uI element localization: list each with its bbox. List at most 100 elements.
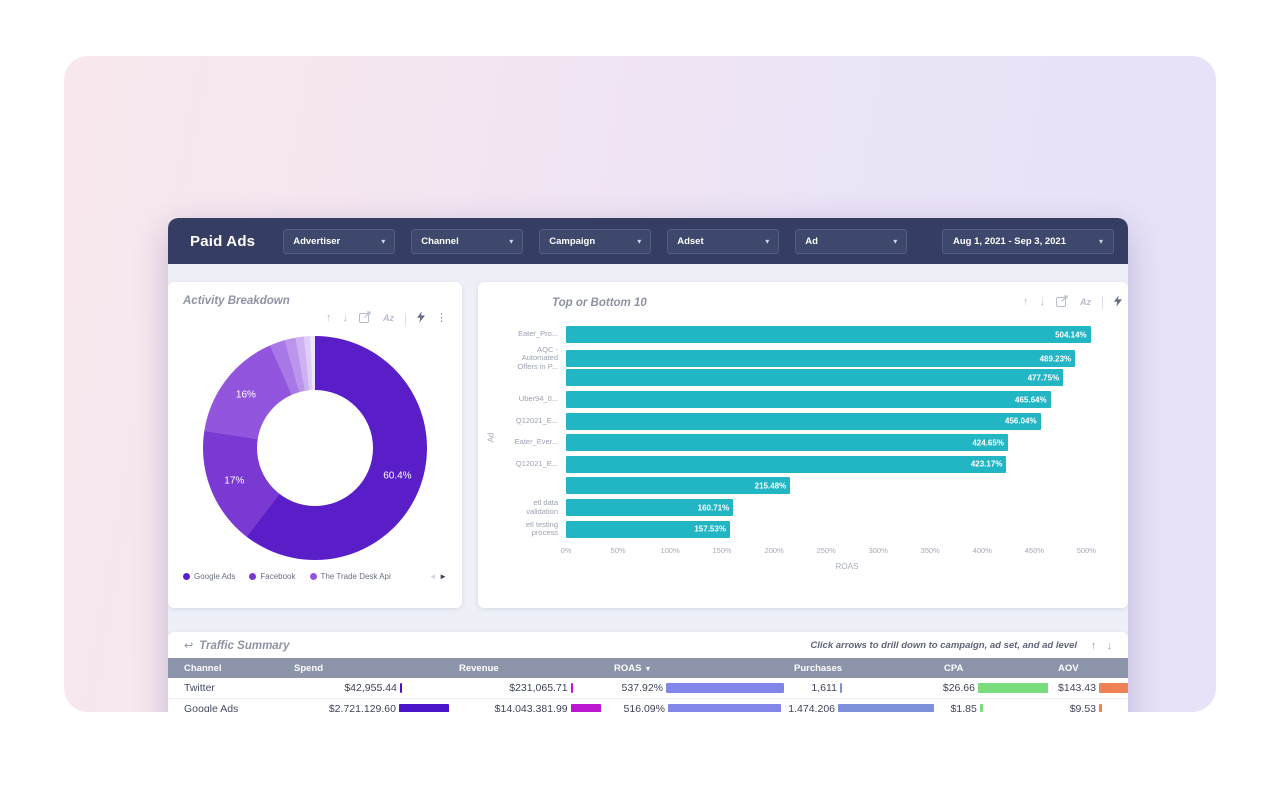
- x-axis-tick: 100%: [660, 545, 680, 555]
- arrow-down-icon[interactable]: ↓: [1039, 296, 1046, 308]
- filter-dropdown-channel[interactable]: Channel ▾: [411, 228, 524, 254]
- legend-dot: [309, 573, 317, 580]
- legend-dot: [249, 573, 257, 580]
- bar[interactable]: 456.04%: [566, 412, 1041, 430]
- bar-category-label: etl testing process: [525, 519, 558, 538]
- dashboard-header: Paid Ads Advertiser ▾ Channel ▾ Campaign ▾…: [168, 218, 1128, 264]
- cell-value: 1,474,206: [788, 703, 835, 712]
- bar[interactable]: 504.14%: [566, 326, 1091, 344]
- mini-bar-revenue: [570, 704, 602, 712]
- bar[interactable]: 424.65%: [566, 434, 1008, 452]
- x-axis-tick: 0%: [560, 545, 572, 555]
- bar-category-label: Eater_Pro...: [517, 329, 558, 339]
- bar-row: Uber94_0... 465.64%: [494, 389, 1128, 411]
- bar[interactable]: 157.53%: [566, 520, 730, 538]
- traffic-summary-card: ↩ Traffic Summary Click arrows to drill …: [168, 632, 1128, 712]
- filter-label: Ad: [805, 235, 818, 247]
- mini-bar-purchases: [839, 683, 842, 693]
- bar-track: 424.65%: [566, 434, 1128, 452]
- export-chart-icon[interactable]: [359, 311, 372, 326]
- bar-value-label: 160.71%: [697, 503, 730, 513]
- bar[interactable]: 423.17%: [566, 455, 1007, 473]
- chevron-down-icon: ▾: [1098, 236, 1103, 246]
- bar[interactable]: 215.48%: [566, 477, 791, 495]
- annotations-icon[interactable]: Az: [1080, 297, 1091, 307]
- filter-label: Channel: [421, 235, 459, 247]
- bar-chart-y-axis-label: Ad: [486, 432, 496, 443]
- bar-row: Eater_Ever... 424.65%: [494, 432, 1128, 454]
- column-header-aov[interactable]: AOV: [1058, 662, 1079, 674]
- donut-legend: Google Ads Facebook The Trade Desk Api ◄ …: [183, 572, 447, 581]
- filter-dropdown-campaign[interactable]: Campaign ▾: [539, 228, 652, 254]
- column-header-roas[interactable]: ROAS ▼: [614, 662, 652, 674]
- bar-track: 504.14%: [566, 326, 1128, 344]
- bar-category-label: Q12021_E...: [515, 459, 558, 469]
- legend-item-the-trade-desk-api[interactable]: The Trade Desk Api: [309, 572, 391, 581]
- mini-bar-roas: [667, 704, 782, 712]
- donut-slice-label: 16%: [235, 389, 256, 401]
- bar[interactable]: 489.23%: [566, 350, 1076, 368]
- x-axis-tick: 400%: [972, 545, 992, 555]
- legend-next-icon[interactable]: ►: [439, 572, 447, 581]
- bar-value-label: 489.23%: [1039, 354, 1072, 364]
- legend-label: Google Ads: [194, 572, 236, 581]
- cell-value: 537.92%: [621, 682, 663, 694]
- table-row-google-ads[interactable]: Google Ads $2,721,129.60 $14,043,381.99 …: [168, 699, 1128, 712]
- legend-item-facebook[interactable]: Facebook: [249, 572, 296, 581]
- filter-dropdown-ad[interactable]: Ad ▾: [795, 228, 908, 254]
- bar[interactable]: 465.64%: [566, 391, 1051, 409]
- column-header-spend[interactable]: Spend: [294, 662, 324, 674]
- cell-revenue: $14,043,381.99: [449, 703, 604, 712]
- filter-bar: Advertiser ▾ Channel ▾ Campaign ▾ Adset ▾ Ad…: [283, 228, 942, 254]
- column-header-purchases[interactable]: Purchases: [794, 662, 843, 674]
- chevron-down-icon: ▾: [381, 236, 386, 246]
- bar-row: AQC - Automated Offers in P... 489.23%: [494, 345, 1128, 371]
- top-or-bottom-toolbar: ↑ ↓ Az: [1023, 295, 1122, 310]
- filter-dropdown-advertiser[interactable]: Advertiser ▾: [283, 228, 396, 254]
- bar-row: etl testing process 157.53%: [494, 518, 1128, 540]
- bar-row: Q12021_E... 456.04%: [494, 410, 1128, 432]
- cell-purchases: 1,611: [784, 682, 934, 694]
- x-axis-tick: 500%: [1076, 545, 1096, 555]
- activity-donut-chart[interactable]: 60.4% 17% 16%: [203, 336, 427, 560]
- legend-prev-icon[interactable]: ◄: [428, 572, 437, 581]
- annotations-icon[interactable]: Az: [383, 313, 394, 323]
- bar-value-label: 465.64%: [1015, 395, 1047, 405]
- cell-spend: $42,955.44: [284, 682, 449, 694]
- cell-aov: $9.53: [1048, 703, 1128, 712]
- bar-row: etl data validation 160.71%: [494, 497, 1128, 519]
- arrow-up-icon[interactable]: ↑: [326, 312, 332, 324]
- x-axis-tick: 300%: [868, 545, 888, 555]
- table-row-twitter[interactable]: Twitter $42,955.44 $231,065.71 537.92% 1…: [168, 678, 1128, 699]
- bar-category-label: Q12021_E...: [515, 415, 558, 425]
- flash-icon[interactable]: [417, 311, 425, 326]
- bar-value-label: 157.53%: [694, 524, 726, 534]
- date-range-picker[interactable]: Aug 1, 2021 - Sep 3, 2021 ▾: [942, 228, 1114, 254]
- roas-bar-chart[interactable]: Ad Eater_Pro... 504.14% AQC - Automated …: [486, 324, 1128, 571]
- kebab-menu-icon[interactable]: ⋮: [436, 312, 447, 324]
- donut-slice-label: 17%: [224, 475, 245, 487]
- column-header-channel[interactable]: Channel: [184, 662, 222, 674]
- drill-up-arrow-icon[interactable]: ↑: [1091, 639, 1097, 652]
- drill-down-arrow-icon[interactable]: ↓: [1106, 639, 1113, 652]
- legend-item-google-ads[interactable]: Google Ads: [183, 572, 235, 581]
- bar[interactable]: 160.71%: [566, 499, 734, 517]
- bar[interactable]: 477.75%: [566, 369, 1064, 387]
- gradient-panel: Paid Ads Advertiser ▾ Channel ▾ Campaign ▾…: [64, 56, 1216, 712]
- flash-icon[interactable]: [1114, 295, 1122, 310]
- mini-bar-revenue: [570, 683, 573, 693]
- x-axis-tick: 150%: [712, 545, 732, 555]
- drill-up-icon[interactable]: ↩: [184, 640, 194, 652]
- toolbar-divider: [405, 312, 406, 325]
- column-header-cpa[interactable]: CPA: [944, 662, 964, 674]
- bar-track: 489.23%: [566, 350, 1128, 368]
- export-chart-icon[interactable]: [1056, 295, 1069, 310]
- legend-dot: [183, 573, 190, 580]
- arrow-up-icon[interactable]: ↑: [1023, 296, 1029, 308]
- arrow-down-icon[interactable]: ↓: [342, 312, 349, 324]
- column-header-revenue[interactable]: Revenue: [459, 662, 499, 674]
- top-or-bottom-title: Top or Bottom 10: [552, 296, 647, 309]
- x-axis-tick: 450%: [1024, 545, 1044, 555]
- filter-label: Adset: [677, 235, 704, 247]
- filter-dropdown-adset[interactable]: Adset ▾: [667, 228, 780, 254]
